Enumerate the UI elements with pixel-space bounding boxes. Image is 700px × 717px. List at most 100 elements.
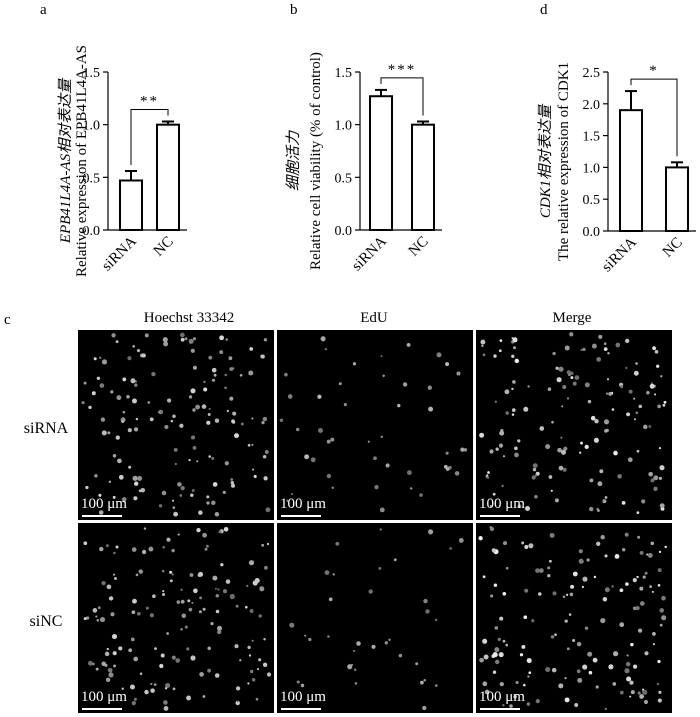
nucleus — [262, 662, 268, 668]
nucleus — [545, 444, 551, 450]
nucleus — [169, 570, 173, 574]
nucleus — [112, 651, 117, 656]
nucleus — [261, 420, 265, 425]
nucleus — [619, 588, 624, 593]
nucleus — [479, 657, 484, 663]
nucleus — [629, 680, 634, 685]
nucleus — [633, 418, 637, 421]
scale-bar-label: 100 μm — [81, 689, 127, 705]
nucleus — [190, 435, 196, 440]
nucleus — [576, 641, 582, 647]
nucleus — [460, 447, 465, 452]
nucleus — [163, 700, 168, 705]
y-tick-label: 1.5 — [583, 130, 601, 145]
nucleus — [578, 558, 584, 564]
nucleus — [569, 592, 574, 597]
nucleus — [171, 573, 174, 576]
nucleus — [136, 611, 141, 616]
panel-letter-b: b — [290, 2, 298, 18]
nucleus — [598, 334, 603, 339]
nucleus — [639, 694, 644, 699]
nucleus — [552, 351, 556, 356]
nucleus — [482, 575, 486, 579]
nucleus — [539, 426, 545, 431]
nucleus — [212, 575, 218, 581]
nucleus — [484, 689, 490, 695]
nucleus — [593, 437, 599, 443]
nucleus — [653, 475, 659, 481]
nucleus — [164, 687, 168, 690]
x-tick-label-NC: NC — [660, 235, 686, 261]
nucleus — [354, 682, 358, 685]
nucleus — [286, 499, 289, 502]
nucleus — [547, 574, 551, 578]
nucleus — [326, 439, 331, 444]
nucleus — [220, 563, 224, 567]
significance-stars: * — [649, 63, 659, 79]
nucleus — [262, 454, 267, 459]
nucleus — [265, 507, 271, 513]
nucleus — [604, 554, 608, 558]
nucleus — [523, 615, 528, 620]
nucleus — [106, 584, 112, 590]
nucleus — [425, 609, 430, 614]
nucleus — [564, 619, 568, 623]
nucleus — [230, 478, 234, 481]
nucleus — [562, 384, 567, 390]
nucleus — [501, 484, 504, 488]
nucleus — [492, 652, 498, 658]
nucleus — [224, 461, 229, 466]
nucleus — [199, 596, 203, 600]
nucleus — [458, 538, 464, 543]
nucleus — [211, 378, 216, 382]
nucleus — [343, 403, 347, 407]
nucleus — [192, 365, 197, 370]
nucleus — [639, 586, 644, 591]
nucleus — [154, 647, 157, 650]
scale-bar-label: 100 μm — [280, 689, 326, 705]
nucleus — [570, 376, 574, 380]
nucleus — [115, 435, 120, 440]
nucleus — [107, 667, 113, 673]
nucleus — [121, 420, 125, 423]
nucleus — [548, 475, 553, 479]
nucleus — [217, 629, 222, 635]
nucleus — [147, 401, 151, 404]
nucleus — [98, 493, 102, 497]
nucleus — [133, 697, 137, 701]
nucleus — [644, 571, 648, 575]
nucleus — [502, 639, 506, 643]
nucleus — [445, 362, 450, 367]
nucleus — [566, 647, 570, 651]
nucleus — [263, 338, 268, 342]
nucleus — [558, 465, 564, 471]
nucleus — [531, 475, 536, 480]
nucleus — [207, 412, 211, 417]
nucleus — [637, 691, 641, 695]
nucleus — [565, 593, 569, 596]
nucleus — [162, 337, 168, 343]
microscopy-image-siNC-1: 100 μm — [277, 523, 473, 713]
nucleus — [106, 647, 109, 651]
nucleus — [600, 618, 606, 624]
nucleus — [636, 449, 640, 453]
column-header-2: Merge — [553, 310, 592, 326]
y-tick-label: 0.0 — [583, 225, 601, 240]
nucleus — [532, 467, 537, 472]
scale-bar-label: 100 μm — [479, 496, 525, 512]
nucleus — [110, 390, 114, 394]
nucleus — [547, 566, 551, 570]
x-tick-label-siRNA: siRNA — [99, 233, 140, 274]
nucleus — [382, 374, 385, 377]
nucleus — [664, 545, 667, 549]
nucleus — [266, 672, 272, 677]
panel-letter-d: d — [540, 2, 548, 18]
nucleus — [350, 663, 354, 666]
nucleus — [157, 411, 160, 414]
nucleus — [526, 702, 531, 706]
nucleus — [191, 489, 195, 492]
nucleus — [258, 614, 262, 618]
nucleus — [550, 489, 553, 492]
nucleus — [663, 400, 667, 404]
nucleus — [454, 471, 460, 476]
